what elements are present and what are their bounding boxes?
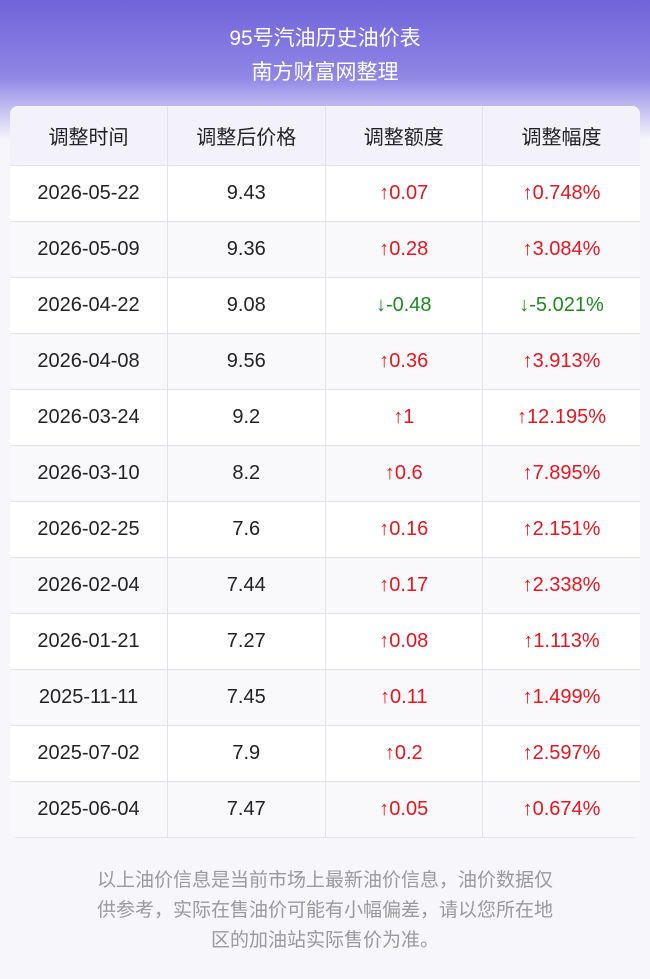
table-cell: 2026-05-22 bbox=[10, 165, 168, 222]
table-cell: 9.08 bbox=[167, 277, 326, 334]
table-cell: ↑0.07 bbox=[325, 165, 483, 222]
table-cell: ↑0.16 bbox=[325, 501, 483, 558]
table-cell: ↑0.674% bbox=[482, 781, 640, 838]
table-card: 调整时间 调整后价格 调整额度 调整幅度 2026-05-22 9.43 ↑0.07 ↑0.7… bbox=[10, 106, 640, 838]
table-cell: 2025-07-02 bbox=[10, 725, 168, 782]
table-cell: ↑0.748% bbox=[482, 165, 640, 222]
table-cell: 9.2 bbox=[167, 389, 326, 446]
column-header: 调整幅度 bbox=[482, 106, 640, 166]
footer-line: 供参考，实际在售油价可能有小幅偏差，请以您所在地 bbox=[96, 900, 553, 921]
table-cell: 7.27 bbox=[167, 613, 326, 670]
table-cell: 7.47 bbox=[167, 781, 326, 838]
table-row: 2026-04-22 9.08 ↓-0.48 ↓-5.021% bbox=[10, 277, 640, 334]
table-cell: ↑2.597% bbox=[482, 725, 640, 782]
table-cell: ↑0.17 bbox=[325, 557, 483, 614]
column-header: 调整后价格 bbox=[167, 106, 326, 166]
table-cell: ↑0.2 bbox=[325, 725, 483, 782]
table-row: 2026-04-08 9.56 ↑0.36 ↑3.913% bbox=[10, 333, 640, 390]
footer-line: 以上油价信息是当前市场上最新油价信息，油价数据仅 bbox=[96, 870, 553, 891]
table-cell: 2026-02-04 bbox=[10, 557, 168, 614]
table-cell: ↑1 bbox=[325, 389, 483, 446]
table-cell: ↑2.338% bbox=[482, 557, 640, 614]
table-cell: 9.56 bbox=[167, 333, 326, 390]
table-cell: ↑0.05 bbox=[325, 781, 483, 838]
table-cell: 9.36 bbox=[167, 221, 326, 278]
table-row: 2025-07-02 7.9 ↑0.2 ↑2.597% bbox=[10, 725, 640, 782]
table-cell: 2025-06-04 bbox=[10, 781, 168, 838]
table-cell: ↑0.36 bbox=[325, 333, 483, 390]
table-cell: ↑12.195% bbox=[482, 389, 640, 446]
footer-line: 区的加油站实际售价为准。 bbox=[210, 930, 439, 951]
table-cell: ↑3.084% bbox=[482, 221, 640, 278]
table-cell: 2026-05-09 bbox=[10, 221, 168, 278]
table-cell: ↑0.6 bbox=[325, 445, 483, 502]
table-cell: ↑7.895% bbox=[482, 445, 640, 502]
footer: 以上油价信息是当前市场上最新油价信息，油价数据仅 供参考，实际在售油价可能有小幅偏… bbox=[0, 866, 650, 956]
table-cell: ↑0.28 bbox=[325, 221, 483, 278]
table-row: 2025-06-04 7.47 ↑0.05 ↑0.674% bbox=[10, 781, 640, 838]
table-cell: 8.2 bbox=[167, 445, 326, 502]
table-cell: 2025-11-11 bbox=[10, 669, 168, 726]
table-cell: ↑2.151% bbox=[482, 501, 640, 558]
subtitle: 南方财富网整理 bbox=[251, 61, 399, 84]
table-row: 2026-03-10 8.2 ↑0.6 ↑7.895% bbox=[10, 445, 640, 502]
table-row: 2025-11-11 7.45 ↑0.11 ↑1.499% bbox=[10, 669, 640, 726]
table-cell: 7.44 bbox=[167, 557, 326, 614]
table-cell: ↑1.113% bbox=[482, 613, 640, 670]
table-cell: ↑1.499% bbox=[482, 669, 640, 726]
table-cell: ↑0.08 bbox=[325, 613, 483, 670]
table-row: 2026-01-21 7.27 ↑0.08 ↑1.113% bbox=[10, 613, 640, 670]
table-cell: 2026-04-22 bbox=[10, 277, 168, 334]
column-header: 调整额度 bbox=[325, 106, 483, 166]
table-row: 2026-03-24 9.2 ↑1 ↑12.195% bbox=[10, 389, 640, 446]
table-cell: 7.9 bbox=[167, 725, 326, 782]
table-row: 2026-05-22 9.43 ↑0.07 ↑0.748% bbox=[10, 165, 640, 222]
table-cell: 2026-01-21 bbox=[10, 613, 168, 670]
table-cell: ↓-0.48 bbox=[325, 277, 483, 334]
table-cell: 7.6 bbox=[167, 501, 326, 558]
table-cell: 2026-02-25 bbox=[10, 501, 168, 558]
table-cell: ↑3.913% bbox=[482, 333, 640, 390]
title: 95号汽油历史油价表 bbox=[229, 27, 421, 50]
column-header: 调整时间 bbox=[10, 106, 168, 166]
table-row: 2026-02-25 7.6 ↑0.16 ↑2.151% bbox=[10, 501, 640, 558]
table-cell: 7.45 bbox=[167, 669, 326, 726]
table-cell: 2026-03-10 bbox=[10, 445, 168, 502]
table-row: 2026-05-09 9.36 ↑0.28 ↑3.084% bbox=[10, 221, 640, 278]
table-cell: 2026-03-24 bbox=[10, 389, 168, 446]
table-row: 2026-02-04 7.44 ↑0.17 ↑2.338% bbox=[10, 557, 640, 614]
table-cell: ↑0.11 bbox=[325, 669, 483, 726]
header-row: 调整时间 调整后价格 调整额度 调整幅度 bbox=[10, 106, 640, 166]
table-cell: 2026-04-08 bbox=[10, 333, 168, 390]
table-cell: 9.43 bbox=[167, 165, 326, 222]
price-table: 调整时间 调整后价格 调整额度 调整幅度 2026-05-22 9.43 ↑0.07 ↑0.7… bbox=[10, 106, 640, 838]
table-cell: ↓-5.021% bbox=[482, 277, 640, 334]
